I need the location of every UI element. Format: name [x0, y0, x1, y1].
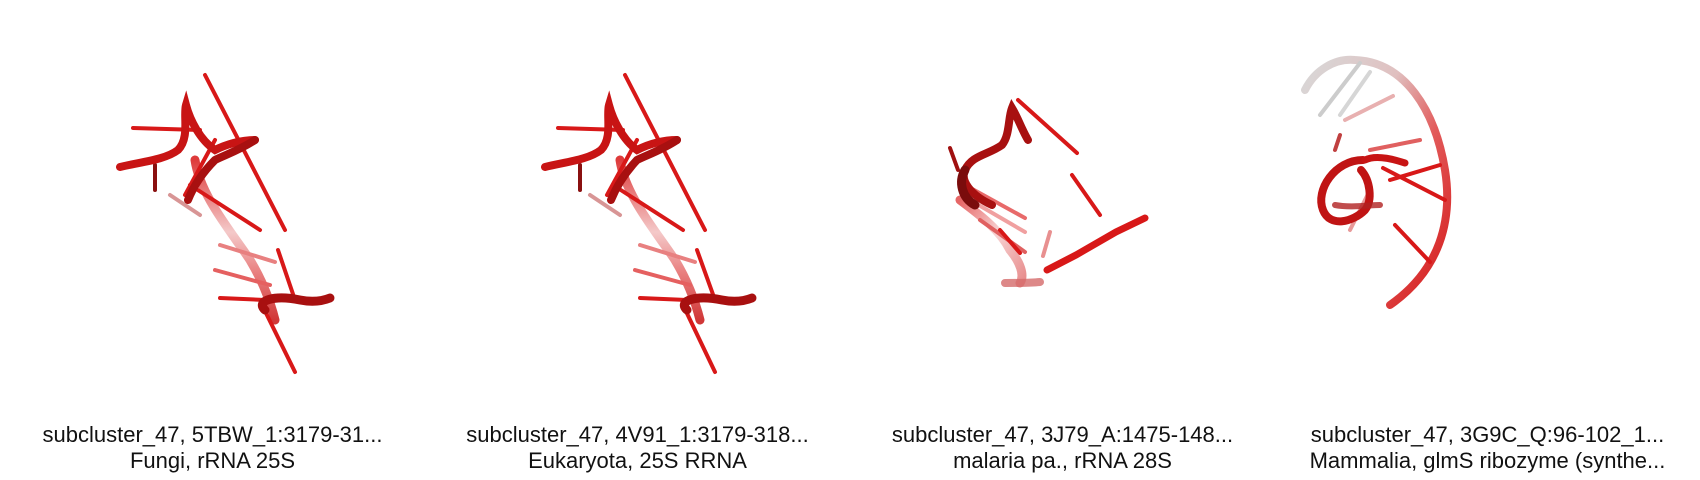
structure-subtitle: malaria pa., rRNA 28S	[953, 448, 1172, 473]
structure-panel-4: subcluster_47, 3G9C_Q:96-102_1... Mammal…	[1275, 0, 1700, 480]
structure-subtitle: Eukaryota, 25S RRNA	[528, 448, 747, 473]
structure-subtitle: Mammalia, glmS ribozyme (synthe...	[1309, 448, 1666, 473]
rna-structure-image-4	[1301, 55, 1452, 309]
structure-title: subcluster_47, 3G9C_Q:96-102_1...	[1310, 422, 1665, 447]
structure-title: subcluster_47, 4V91_1:3179-318...	[466, 422, 809, 447]
rna-structure-image-1	[116, 73, 335, 374]
structure-title: subcluster_47, 3J79_A:1475-148...	[891, 422, 1234, 447]
rna-structure-image-3	[948, 98, 1149, 288]
structure-panel-3: subcluster_47, 3J79_A:1475-148... malari…	[850, 0, 1275, 480]
rna-structure-image-2	[541, 73, 757, 374]
structure-panel-2: subcluster_47, 4V91_1:3179-318... Eukary…	[425, 0, 850, 480]
structure-panel-1: subcluster_47, 5TBW_1:3179-31... Fungi, …	[0, 0, 425, 480]
structure-title: subcluster_47, 5TBW_1:3179-31...	[42, 422, 383, 447]
structure-subtitle: Fungi, rRNA 25S	[129, 448, 296, 473]
